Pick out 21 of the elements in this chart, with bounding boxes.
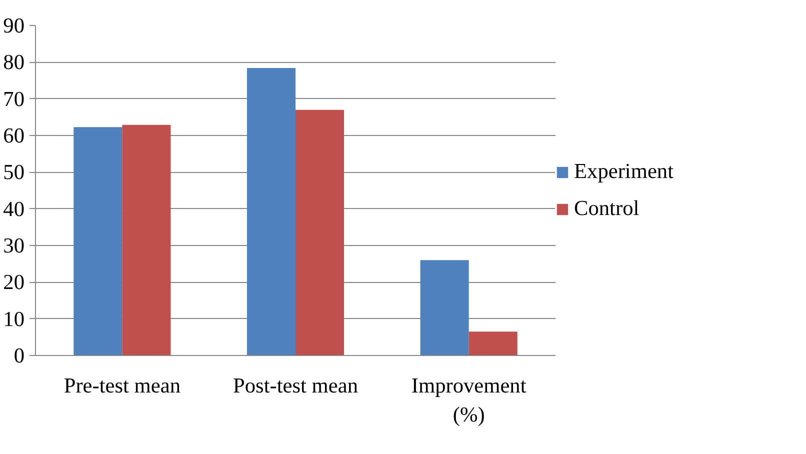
y-tick-label: 90: [3, 14, 24, 38]
legend-label: Experiment: [574, 159, 674, 184]
y-tick-label: 0: [14, 344, 25, 368]
y-tick-label: 60: [3, 124, 24, 148]
y-tick-label: 50: [3, 160, 24, 184]
y-tick-label: 30: [3, 234, 24, 258]
bar: [246, 68, 296, 356]
bar: [74, 127, 122, 356]
y-tick-label: 10: [3, 306, 24, 331]
x-tick-label: Pre-test mean: [64, 374, 181, 398]
y-tick-label: 20: [3, 270, 24, 294]
y-tick-label: 80: [3, 50, 24, 74]
x-tick-label: Post-test mean: [233, 374, 358, 398]
bar: [122, 124, 171, 356]
bar: [296, 110, 344, 356]
y-tick-label: 40: [3, 196, 24, 221]
legend-label: Control: [574, 196, 640, 221]
y-tick-label: 70: [3, 86, 24, 111]
bar: [420, 260, 469, 356]
bar: [468, 332, 518, 356]
x-tick-label: Improvement (%): [411, 374, 526, 426]
